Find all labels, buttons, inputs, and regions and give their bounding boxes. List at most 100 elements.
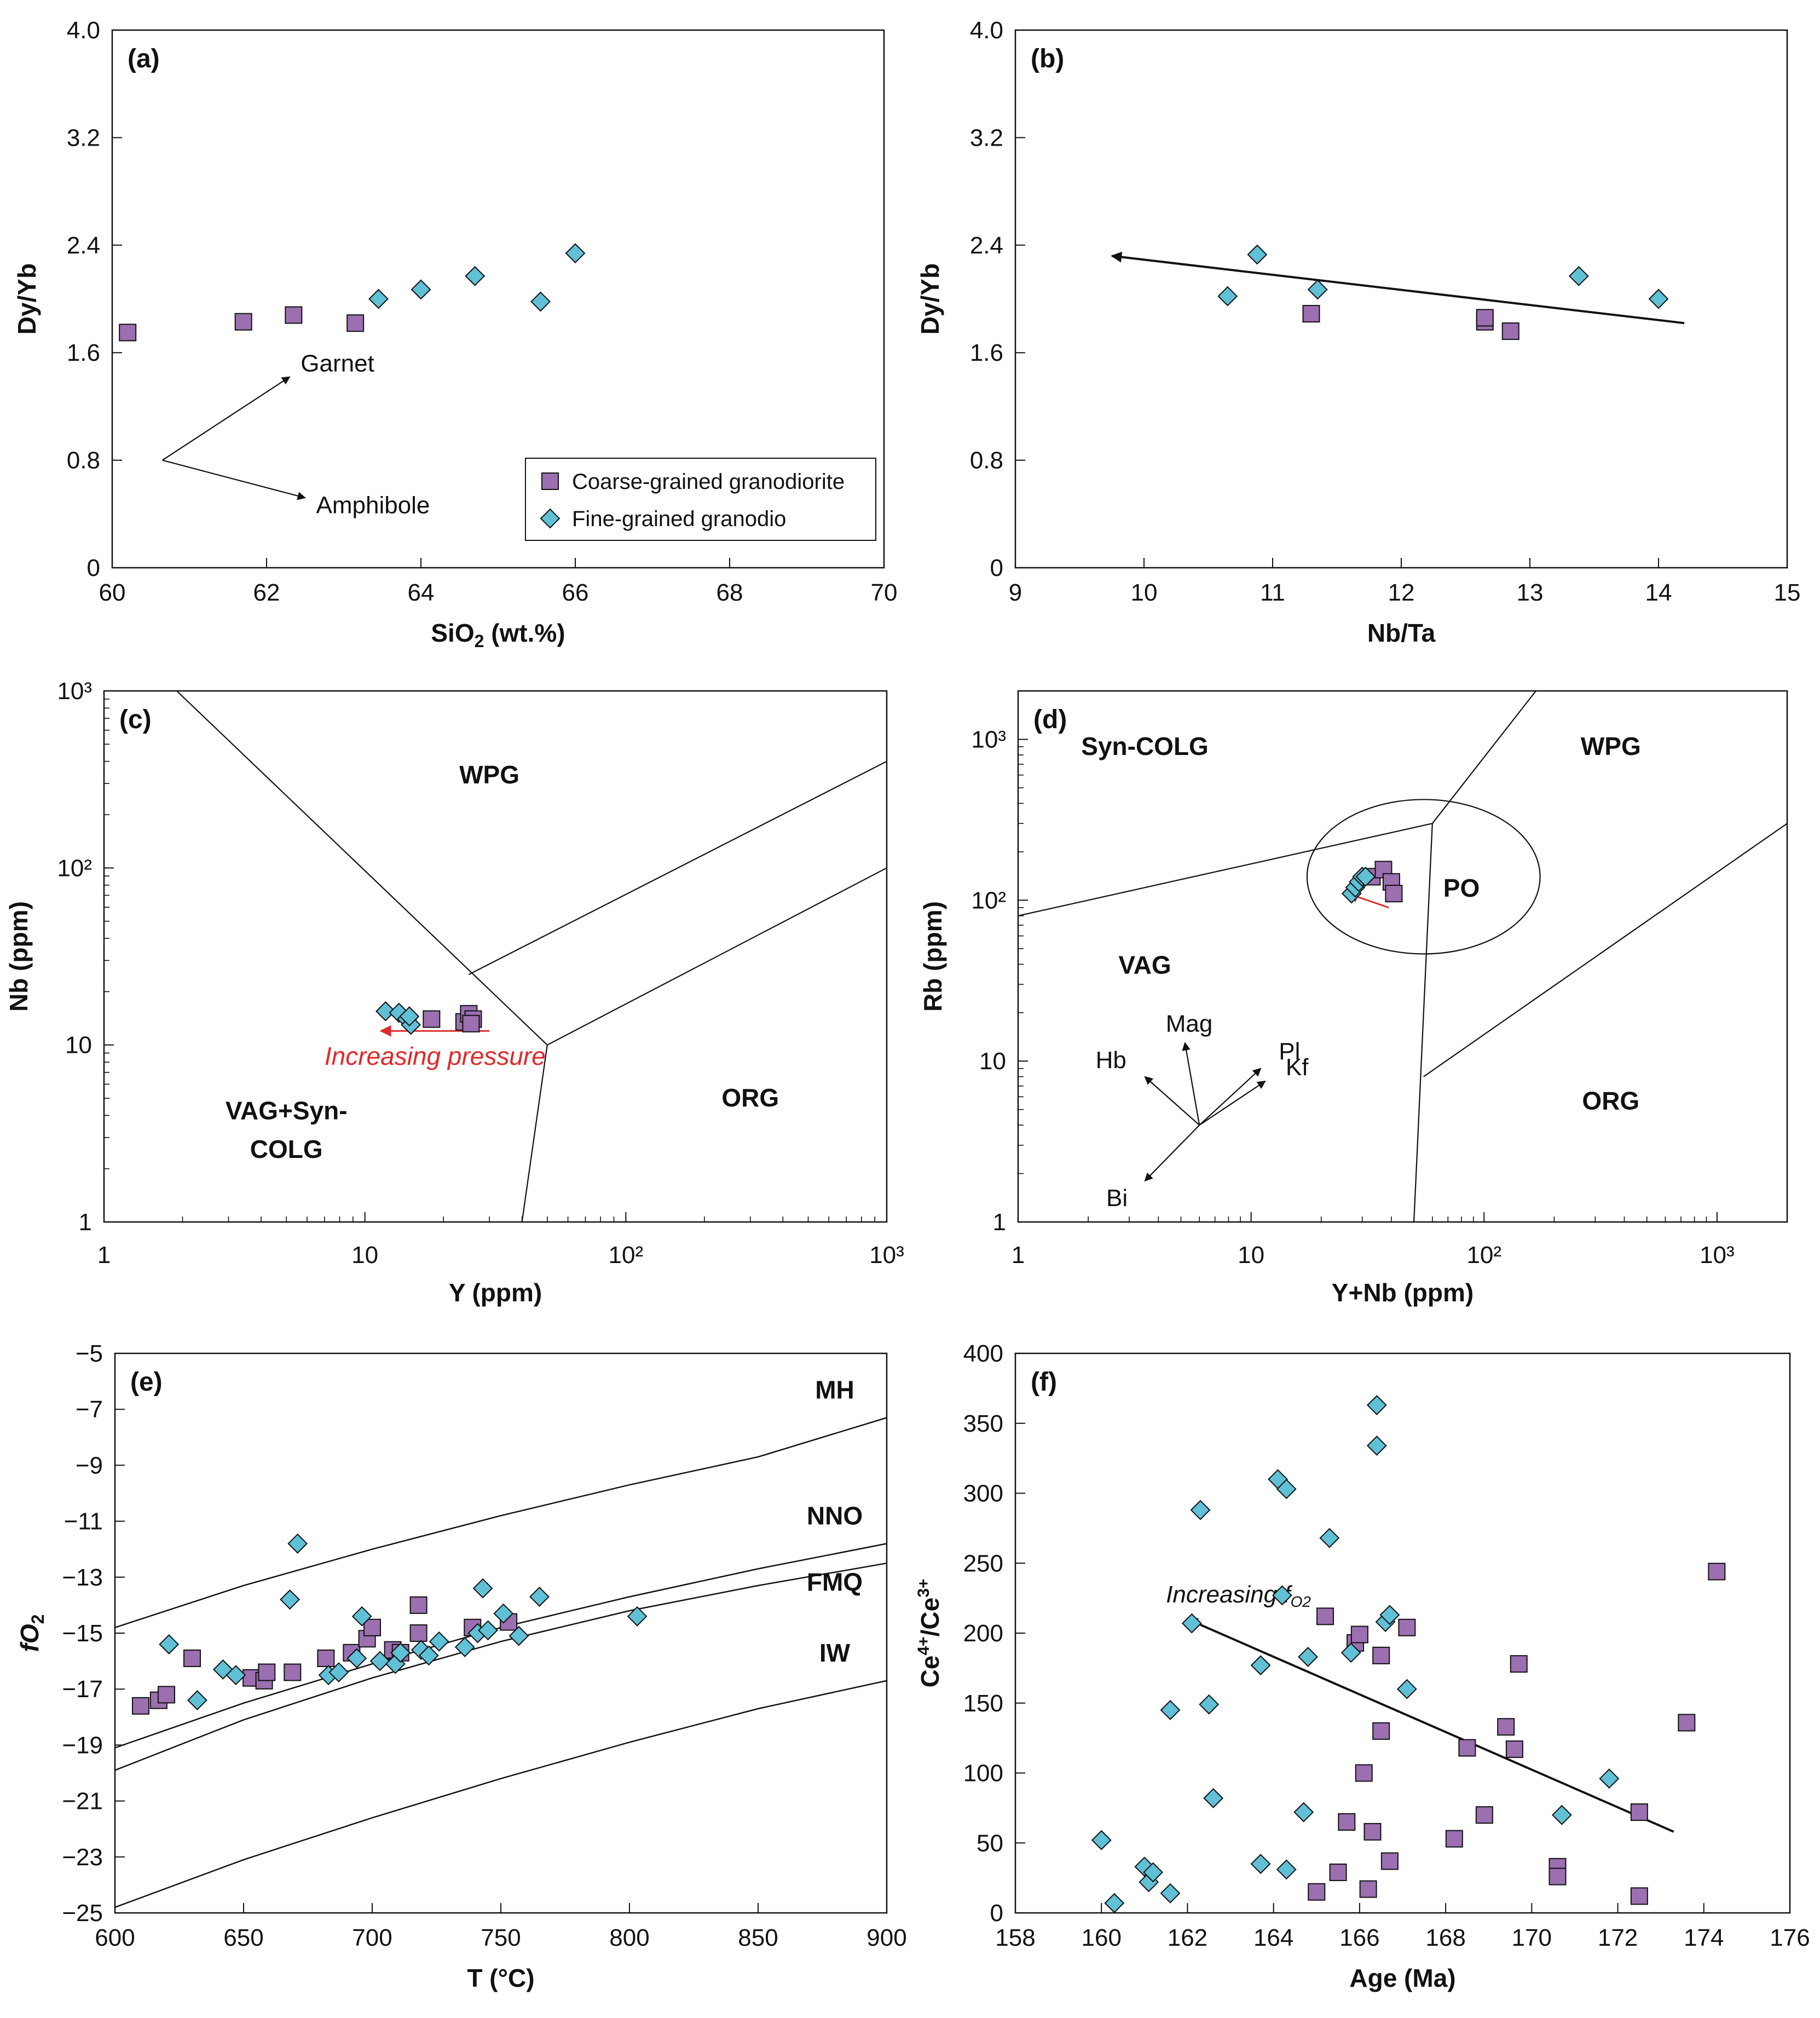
fine-grained-point: [454, 1637, 475, 1657]
y-tick-label: 10²: [971, 887, 1006, 914]
coarse-grained-point: [1316, 1607, 1334, 1625]
coarse-grained-point: [346, 314, 365, 332]
x-tick-label: 10: [1131, 579, 1158, 606]
buffer-label: NNO: [807, 1501, 863, 1530]
fine-grained-point: [1199, 1694, 1220, 1715]
x-tick-label: 62: [253, 579, 280, 606]
mineral-vector-arrow: [1199, 1080, 1266, 1126]
series-fine-grained: [368, 243, 586, 312]
x-tick-label: 176: [1770, 1924, 1810, 1951]
x-tick-label: 172: [1598, 1924, 1638, 1951]
fine-grained-point: [280, 1589, 301, 1610]
x-axis-label: Y+Nb (ppm): [1332, 1278, 1474, 1307]
y-tick-label: 350: [963, 1410, 1003, 1437]
x-axis-label: SiO2 (wt.%): [431, 619, 565, 651]
coarse-grained-point: [1501, 322, 1519, 340]
mineral-vector-arrow: [1182, 1042, 1200, 1126]
x-tick-label: 168: [1425, 1924, 1465, 1951]
x-tick-label: 166: [1339, 1924, 1379, 1951]
coarse-grained-point: [462, 1014, 480, 1033]
mineral-vector-arrow: [1144, 1076, 1200, 1126]
series-fine-grained: [1091, 1395, 1620, 1913]
fine-grained-point: [627, 1606, 648, 1627]
fine-grained-point: [399, 1006, 420, 1027]
mineral-vector-label: Mag: [1166, 1011, 1213, 1037]
x-tick-label: 850: [738, 1924, 778, 1951]
fine-grained-point: [1160, 1883, 1181, 1904]
series-coarse-grained: [132, 1596, 518, 1715]
coarse-grained-point: [1372, 1646, 1390, 1664]
fine-grained-point: [1091, 1830, 1112, 1850]
y-tick-label: 3.2: [67, 124, 100, 151]
y-tick-label: −25: [62, 1900, 103, 1927]
fine-grained-point: [1648, 289, 1669, 309]
legend-coarse-label: Coarse-grained granodiorite: [572, 470, 845, 494]
fine-grained-point: [1379, 1605, 1400, 1625]
y-tick-label: 2.4: [67, 232, 100, 259]
series-coarse-grained: [1308, 1562, 1726, 1905]
x-tick-label: 164: [1253, 1924, 1293, 1951]
panel-e: 600 650 700 750 800 850 900 −25 −23 −21 −19 −17 −15 −…: [15, 1340, 907, 1992]
y-tick-label: 150: [963, 1690, 1003, 1717]
discrimination-boundary: [1423, 823, 1787, 1077]
coarse-grained-point: [183, 1649, 201, 1667]
panel-label: (e): [130, 1368, 163, 1397]
series-fine-grained: [375, 1001, 421, 1035]
discrimination-boundary: [176, 691, 887, 1046]
y-tick-label: 1.6: [970, 339, 1003, 366]
field-label: COLG: [250, 1135, 323, 1163]
coarse-grained-point: [1363, 1823, 1382, 1841]
fine-grained-point: [1319, 1527, 1340, 1548]
buffer-label: MH: [815, 1376, 854, 1404]
fine-grained-point: [1551, 1804, 1572, 1825]
fine-grained-point: [472, 1578, 493, 1599]
coarse-grained-point: [1549, 1867, 1567, 1886]
fine-grained-point: [1160, 1700, 1181, 1720]
fine-grained-point: [390, 1642, 411, 1663]
fine-grained-point: [159, 1634, 180, 1654]
x-tick-label: 174: [1684, 1924, 1724, 1951]
y-tick-label: −23: [62, 1844, 103, 1871]
fine-grained-point: [1247, 244, 1268, 265]
coarse-grained-point: [284, 1663, 302, 1681]
coarse-grained-point: [1359, 1880, 1377, 1898]
panel-b: 9 10 11 12 13 14 15 0 0.8 1.6 2.4 3.2 4.0 (b) Nb/Ta Dy/…: [916, 17, 1800, 647]
mineral-vector-arrow: [1199, 1068, 1262, 1126]
mineral-vector-label: Kf: [1286, 1054, 1309, 1081]
fine-grained-point: [187, 1690, 207, 1711]
x-tick-label: 158: [995, 1924, 1035, 1951]
discrimination-boundary: [468, 760, 887, 975]
x-tick-label: 14: [1645, 579, 1672, 606]
y-tick-label: −5: [76, 1340, 103, 1367]
coarse-grained-point: [1505, 1740, 1523, 1758]
legend-fine-label: Fine-grained granodio: [572, 507, 786, 531]
coarse-grained-point: [409, 1624, 427, 1642]
field-label: VAG: [1118, 950, 1171, 979]
y-tick-label: 4.0: [970, 17, 1003, 44]
x-tick-label: 11: [1260, 579, 1285, 606]
fine-grained-point: [493, 1603, 514, 1624]
plot-frame: [103, 690, 888, 1223]
x-tick-label: 12: [1388, 579, 1415, 606]
x-tick-label: 13: [1517, 579, 1544, 606]
mineral-vector-arrow: [162, 459, 306, 500]
fine-grained-point: [351, 1606, 372, 1627]
legend-box: [525, 458, 876, 541]
x-tick-label: 160: [1082, 1924, 1122, 1951]
fine-grained-point: [1134, 1856, 1155, 1877]
coarse-grained-point: [1350, 1625, 1368, 1644]
field-label: Syn-COLG: [1081, 732, 1209, 760]
coarse-grained-point: [363, 1618, 381, 1636]
buffer-label: FMQ: [807, 1567, 863, 1596]
fine-grained-point: [369, 1651, 390, 1671]
panel-label: (a): [128, 44, 160, 73]
y-tick-label: −13: [62, 1564, 103, 1591]
x-tick-label: 162: [1168, 1924, 1207, 1951]
coarse-grained-point: [1630, 1803, 1648, 1821]
y-tick-label: 200: [963, 1620, 1003, 1647]
y-tick-label: 100: [963, 1760, 1003, 1787]
coarse-grained-point: [1355, 1764, 1373, 1782]
discrimination-boundary: [1413, 823, 1433, 1222]
y-tick-label: 0: [87, 555, 100, 581]
y-axis-label: Dy/Yb: [916, 263, 944, 335]
